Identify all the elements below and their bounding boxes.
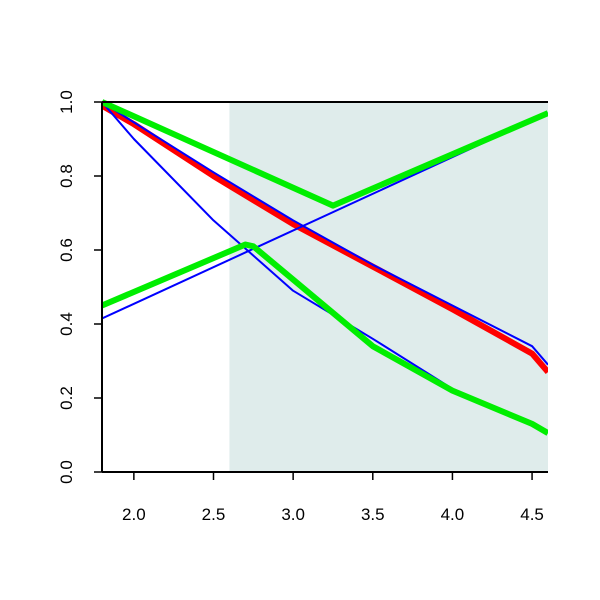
y-tick-label-4: 0.6 — [57, 238, 76, 262]
x-tick-label-2: 2.5 — [202, 505, 226, 524]
y-tick-label-6: 1.0 — [57, 90, 76, 114]
y-tick-label-5: 0.8 — [57, 164, 76, 188]
plot-background — [229, 102, 548, 472]
x-tick-label-3: 3.0 — [281, 505, 305, 524]
series-line-6 — [102, 241, 548, 436]
series-line-1 — [102, 103, 548, 375]
axes-layer: 2.0 2.5 3.0 3.5 4.0 4.5 0.0 0.2 0.4 0.6 0.8 1.0 — [57, 90, 548, 524]
x-tick-label-4: 3.5 — [361, 505, 385, 524]
y-tick-label-3: 0.4 — [57, 312, 76, 336]
shaded-region — [229, 102, 548, 472]
series-layer — [102, 99, 548, 436]
series-line-2 — [102, 101, 548, 366]
x-tick-label-1: 2.0 — [122, 505, 146, 524]
x-tick-label-5: 4.0 — [441, 505, 465, 524]
y-tick-label-1: 0.0 — [57, 460, 76, 484]
x-tick-label-6: 4.5 — [520, 505, 544, 524]
series-line-5 — [102, 99, 548, 209]
y-tick-label-2: 0.2 — [57, 386, 76, 410]
